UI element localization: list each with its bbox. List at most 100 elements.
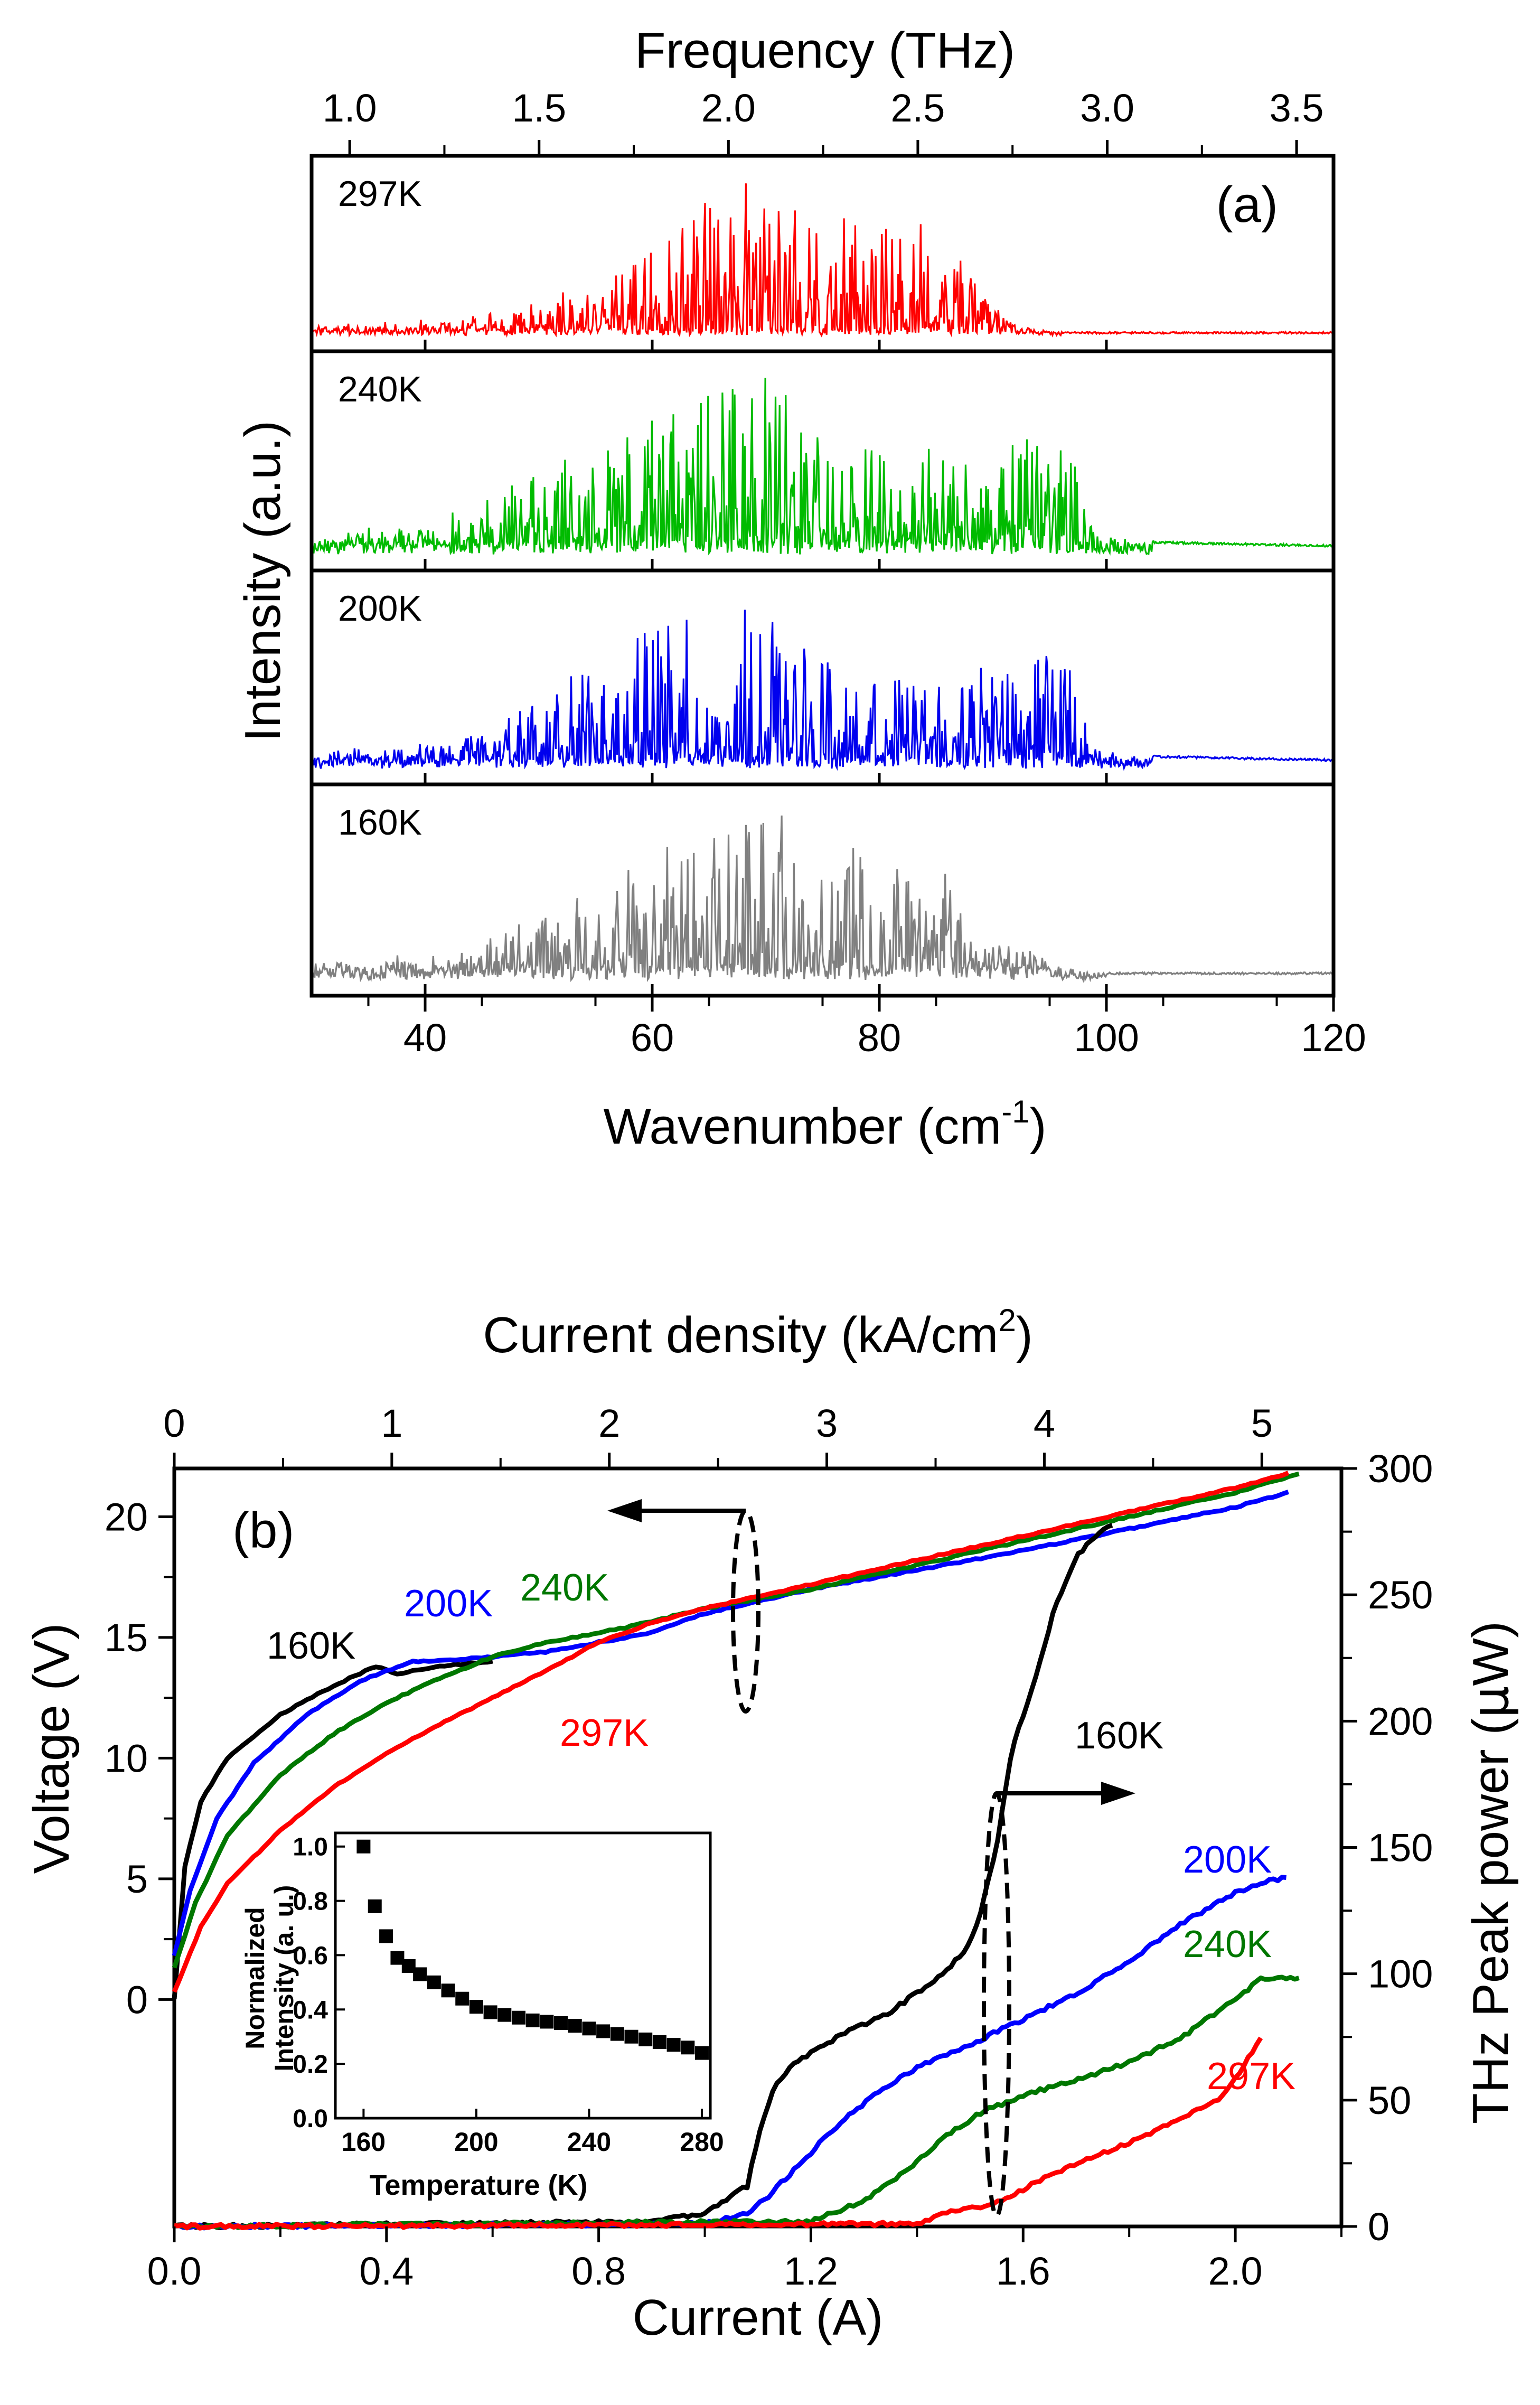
inset-y-tick-label: 0.4: [293, 1996, 328, 2024]
x-tick-label: 60: [631, 1016, 674, 1060]
spectrum-line-240K: [311, 378, 1333, 556]
panel-b-right-y-axis-label-mu: μ: [1461, 1686, 1520, 1718]
top-tick-label: 4: [1034, 1401, 1055, 1445]
x-tick-label: 40: [403, 1016, 447, 1060]
panel-b-left-y-axis-label: Voltage (V): [23, 1623, 80, 1874]
curve-label-240K: 240K: [1183, 1923, 1272, 1966]
power-curve-297K: [174, 2036, 1263, 2231]
inset-y-tick-label: 0.6: [293, 1942, 328, 1970]
inset-y-tick-label: 0.8: [293, 1888, 328, 1916]
inset-x-tick-label: 240: [567, 2127, 611, 2157]
iv-ticks: 0.0 0.4 0.8 1.2 1.6 2.00 1 2 3 4 50510152005010015…: [105, 1401, 1433, 2293]
spectrum-frame-297K: [309, 154, 1336, 353]
power-curve-240K: [174, 1974, 1300, 2230]
spectra-frames: 297K 240K 200K 160K: [309, 154, 1336, 998]
inset-data-point: [441, 1983, 455, 1998]
inset-data-point: [582, 2022, 596, 2036]
inset-data-point: [652, 2035, 666, 2049]
inset-data-point: [666, 2038, 681, 2052]
panel-a-y-axis-label: Intensity (a.u.): [234, 420, 291, 742]
iv-annotations: 160K 200K 240K 297K 160K 200K 240K 297K: [267, 1499, 1295, 2218]
right-arrow-head: [1101, 1782, 1135, 1805]
left-tick-label: 15: [105, 1616, 148, 1660]
panel-a-top-axis-label: Frequency (THz): [635, 22, 1015, 79]
panel-b-label: (b): [232, 1502, 294, 1559]
right-tick-label: 200: [1368, 1699, 1433, 1743]
top-tick-label: 3: [816, 1401, 838, 1445]
inset-x-axis-label: Temperature (K): [369, 2169, 587, 2201]
panel-a-x-axis-label-sup: -1: [1001, 1094, 1029, 1129]
inset-data-point: [497, 2008, 512, 2022]
inset-data-point: [638, 2032, 653, 2046]
inset-y-tick-label: 0.2: [293, 2051, 328, 2079]
top-tick-label: 0: [163, 1401, 185, 1445]
inset-y-axis-label-line1: Normalized: [240, 1907, 270, 2050]
curve-label-200K: 200K: [1183, 1839, 1272, 1881]
inset-data-point: [681, 2041, 695, 2055]
panel-a-x-axis-label: Wavenumber (cm-1): [603, 1094, 1046, 1155]
right-tick-label: 100: [1368, 1952, 1433, 1996]
spectrum-frame-160K: [309, 782, 1336, 998]
panel-b-x-axis-label: Current (A): [633, 2289, 884, 2346]
panel-b-right-y-axis-label-tail: W): [1462, 1621, 1519, 1686]
x-tick-label: 100: [1074, 1016, 1139, 1060]
inset-y-axis-label-line2: Intensity (a. u.): [269, 1885, 299, 2072]
left-arrow-head: [607, 1499, 642, 1522]
curve-label-240K: 240K: [520, 1567, 609, 1609]
spectrum-label-160K: 160K: [338, 802, 422, 843]
inset-data-point: [413, 1967, 427, 1981]
spectrum-label-297K: 297K: [338, 174, 422, 214]
panel-b-top-axis-label: Current density (kA/cm2): [483, 1303, 1033, 1363]
right-tick-label: 250: [1368, 1573, 1433, 1617]
x-tick-label: 0.8: [571, 2249, 626, 2293]
inset-data-point: [596, 2024, 611, 2038]
inset-data-point: [511, 2010, 525, 2025]
x-axis-ticks: 40 60 80 100 120: [367, 996, 1366, 1060]
right-tick-label: 300: [1368, 1447, 1433, 1491]
inset-data-point: [540, 2015, 554, 2029]
top-tick-label: 1.5: [512, 86, 566, 130]
inset-data-point: [694, 2046, 709, 2060]
spectrum-label-200K: 200K: [338, 588, 422, 629]
top-axis-ticks: 1.0 1.5 2.0 2.5 3.0 3.5: [323, 86, 1324, 156]
panel-b-top-axis-label-tail: ): [1016, 1307, 1033, 1363]
inset-data-point: [568, 2019, 582, 2033]
left-tick-label: 5: [126, 1857, 148, 1901]
spectrum-line-200K: [311, 610, 1333, 771]
top-tick-label: 5: [1251, 1401, 1273, 1445]
curve-label-160K: 160K: [267, 1625, 355, 1667]
inset-y-tick-label: 0.0: [293, 2105, 328, 2133]
top-tick-label: 1: [381, 1401, 402, 1445]
top-tick-label: 3.0: [1080, 86, 1134, 130]
spectrum-label-240K: 240K: [338, 369, 422, 409]
x-tick-label: 0.4: [359, 2249, 414, 2293]
inset-data-point: [368, 1899, 382, 1913]
x-tick-label: 1.2: [784, 2249, 838, 2293]
curve-label-160K: 160K: [1075, 1715, 1163, 1757]
panel-a-label: (a): [1216, 176, 1278, 233]
right-tick-label: 50: [1368, 2079, 1411, 2122]
inset-data-point: [483, 2005, 497, 2019]
left-tick-label: 10: [105, 1736, 148, 1780]
inset-x-tick-label: 280: [680, 2127, 724, 2157]
inset-data-point: [455, 1991, 469, 2006]
panel-b-top-axis-label-main: Current density (kA/cm: [483, 1307, 998, 1363]
inset-plot: 160 200 240 280 0.0 0.2 0.4 0.6 0.8 1.0: [293, 1831, 724, 2157]
top-tick-label: 3.5: [1270, 86, 1324, 130]
inset-data-point: [610, 2027, 624, 2041]
inset-data-point: [525, 2013, 540, 2027]
x-tick-label: 120: [1301, 1016, 1366, 1060]
top-tick-label: 2: [598, 1401, 620, 1445]
inset-data-point: [624, 2029, 638, 2044]
inset-data-point: [379, 1929, 393, 1943]
spectrum-line-160K: [311, 815, 1334, 983]
panel-a-x-axis-label-tail: ): [1030, 1098, 1047, 1155]
left-tick-label: 20: [105, 1495, 148, 1539]
curve-label-200K: 200K: [404, 1583, 493, 1625]
top-tick-label: 1.0: [323, 86, 377, 130]
panel-b-right-y-axis-label-main: THz Peak power (: [1462, 1718, 1519, 2124]
panel-b-right-y-axis-label: THz Peak power (μW): [1461, 1621, 1520, 2124]
dashed-ellipse-voltage: [731, 1509, 760, 1714]
inset-y-tick-label: 1.0: [293, 1833, 328, 1861]
